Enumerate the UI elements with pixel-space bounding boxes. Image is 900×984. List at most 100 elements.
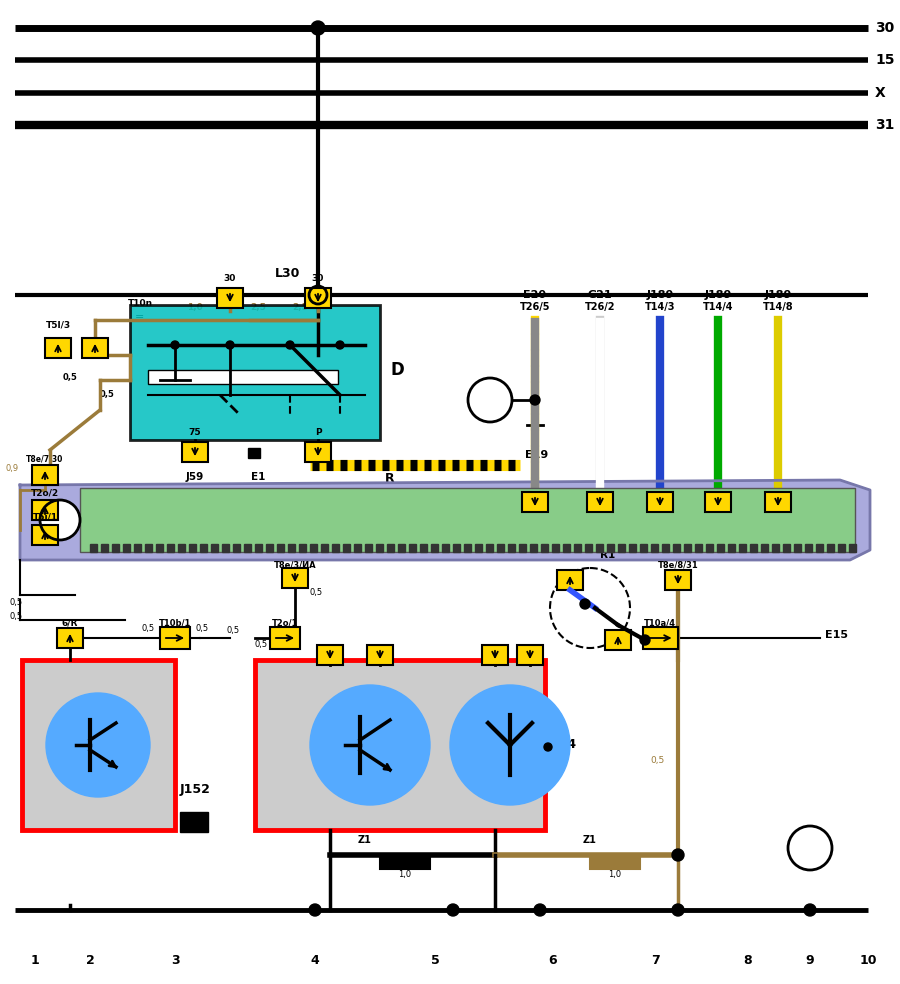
FancyBboxPatch shape (647, 492, 673, 512)
Bar (398, 544, 405, 552)
FancyBboxPatch shape (705, 492, 731, 512)
Circle shape (534, 904, 546, 916)
Bar (761, 544, 768, 552)
Bar (134, 544, 141, 552)
Text: 9: 9 (806, 953, 814, 966)
Text: T10b/1: T10b/1 (158, 619, 191, 628)
FancyBboxPatch shape (255, 660, 545, 830)
Circle shape (640, 635, 650, 645)
Circle shape (530, 395, 540, 405)
Text: Z1: Z1 (358, 835, 372, 845)
Text: 0,5: 0,5 (227, 626, 240, 635)
FancyBboxPatch shape (248, 448, 260, 458)
Bar (244, 544, 251, 552)
Text: T14/8: T14/8 (762, 302, 793, 312)
Bar (365, 544, 372, 552)
Bar (684, 544, 691, 552)
Text: T5f/3: T5f/3 (782, 507, 791, 529)
Text: T8e/8: T8e/8 (510, 535, 536, 544)
FancyBboxPatch shape (765, 492, 791, 512)
Circle shape (447, 904, 459, 916)
Circle shape (468, 378, 512, 422)
Text: 2: 2 (86, 953, 94, 966)
Bar (607, 544, 614, 552)
Bar (497, 544, 504, 552)
Bar (706, 544, 713, 552)
Bar (167, 544, 174, 552)
Bar (145, 544, 152, 552)
Bar (541, 544, 548, 552)
Text: T14/3: T14/3 (644, 302, 675, 312)
Bar (805, 544, 812, 552)
Text: J152: J152 (180, 783, 211, 796)
Bar (123, 544, 130, 552)
Text: 1: 1 (31, 953, 40, 966)
FancyBboxPatch shape (180, 812, 208, 832)
FancyBboxPatch shape (317, 645, 343, 665)
Text: 6/R: 6/R (62, 619, 78, 628)
Bar (321, 544, 328, 552)
FancyBboxPatch shape (305, 288, 331, 308)
Text: 5: 5 (430, 953, 439, 966)
Bar (530, 544, 537, 552)
Text: J189: J189 (646, 290, 674, 300)
Bar (508, 544, 515, 552)
Bar (233, 544, 240, 552)
Text: 31: 31 (875, 118, 895, 132)
Text: 1,0: 1,0 (399, 870, 411, 879)
Text: T8e/1: T8e/1 (604, 506, 613, 530)
Bar (662, 544, 669, 552)
Text: T10g/3: T10g/3 (782, 523, 791, 553)
Bar (618, 544, 625, 552)
Text: E1: E1 (251, 472, 266, 482)
Text: 0,9: 0,9 (5, 463, 18, 472)
Circle shape (311, 21, 325, 35)
Bar (717, 544, 724, 552)
Text: T10b/8: T10b/8 (539, 503, 548, 532)
FancyBboxPatch shape (482, 645, 508, 665)
Text: J59: J59 (186, 472, 204, 482)
Bar (827, 544, 834, 552)
Polygon shape (20, 480, 870, 560)
Text: P: P (315, 428, 321, 437)
Text: T5f/2: T5f/2 (722, 507, 731, 529)
Circle shape (672, 849, 684, 861)
Text: T2o/1: T2o/1 (272, 619, 298, 628)
Circle shape (226, 341, 234, 349)
Bar (695, 544, 702, 552)
Text: D: D (390, 361, 404, 379)
FancyBboxPatch shape (32, 465, 58, 485)
FancyBboxPatch shape (590, 855, 640, 869)
Text: T8e/7/30: T8e/7/30 (26, 455, 64, 464)
Bar (310, 544, 317, 552)
Circle shape (450, 685, 570, 805)
Circle shape (309, 904, 321, 916)
FancyBboxPatch shape (605, 630, 631, 650)
Text: T26/5: T26/5 (520, 302, 550, 312)
Bar (563, 544, 570, 552)
Text: T10a/4: T10a/4 (644, 619, 676, 628)
Bar (475, 544, 482, 552)
Bar (816, 544, 823, 552)
Bar (156, 544, 163, 552)
Bar (728, 544, 735, 552)
Bar (519, 544, 526, 552)
Text: G21: G21 (588, 290, 612, 300)
FancyBboxPatch shape (643, 627, 678, 649)
Text: 2,5: 2,5 (292, 303, 308, 312)
Circle shape (171, 341, 179, 349)
Text: 0,5: 0,5 (142, 624, 155, 633)
Bar (838, 544, 845, 552)
Text: T5l/3: T5l/3 (45, 321, 70, 330)
Bar (849, 544, 856, 552)
Text: X: X (875, 86, 886, 100)
FancyBboxPatch shape (217, 288, 243, 308)
Bar (772, 544, 779, 552)
FancyBboxPatch shape (32, 525, 58, 545)
Circle shape (336, 341, 344, 349)
Bar (222, 544, 229, 552)
Bar (464, 544, 471, 552)
FancyBboxPatch shape (148, 370, 338, 384)
Bar (552, 544, 559, 552)
Text: R1: R1 (600, 550, 616, 560)
